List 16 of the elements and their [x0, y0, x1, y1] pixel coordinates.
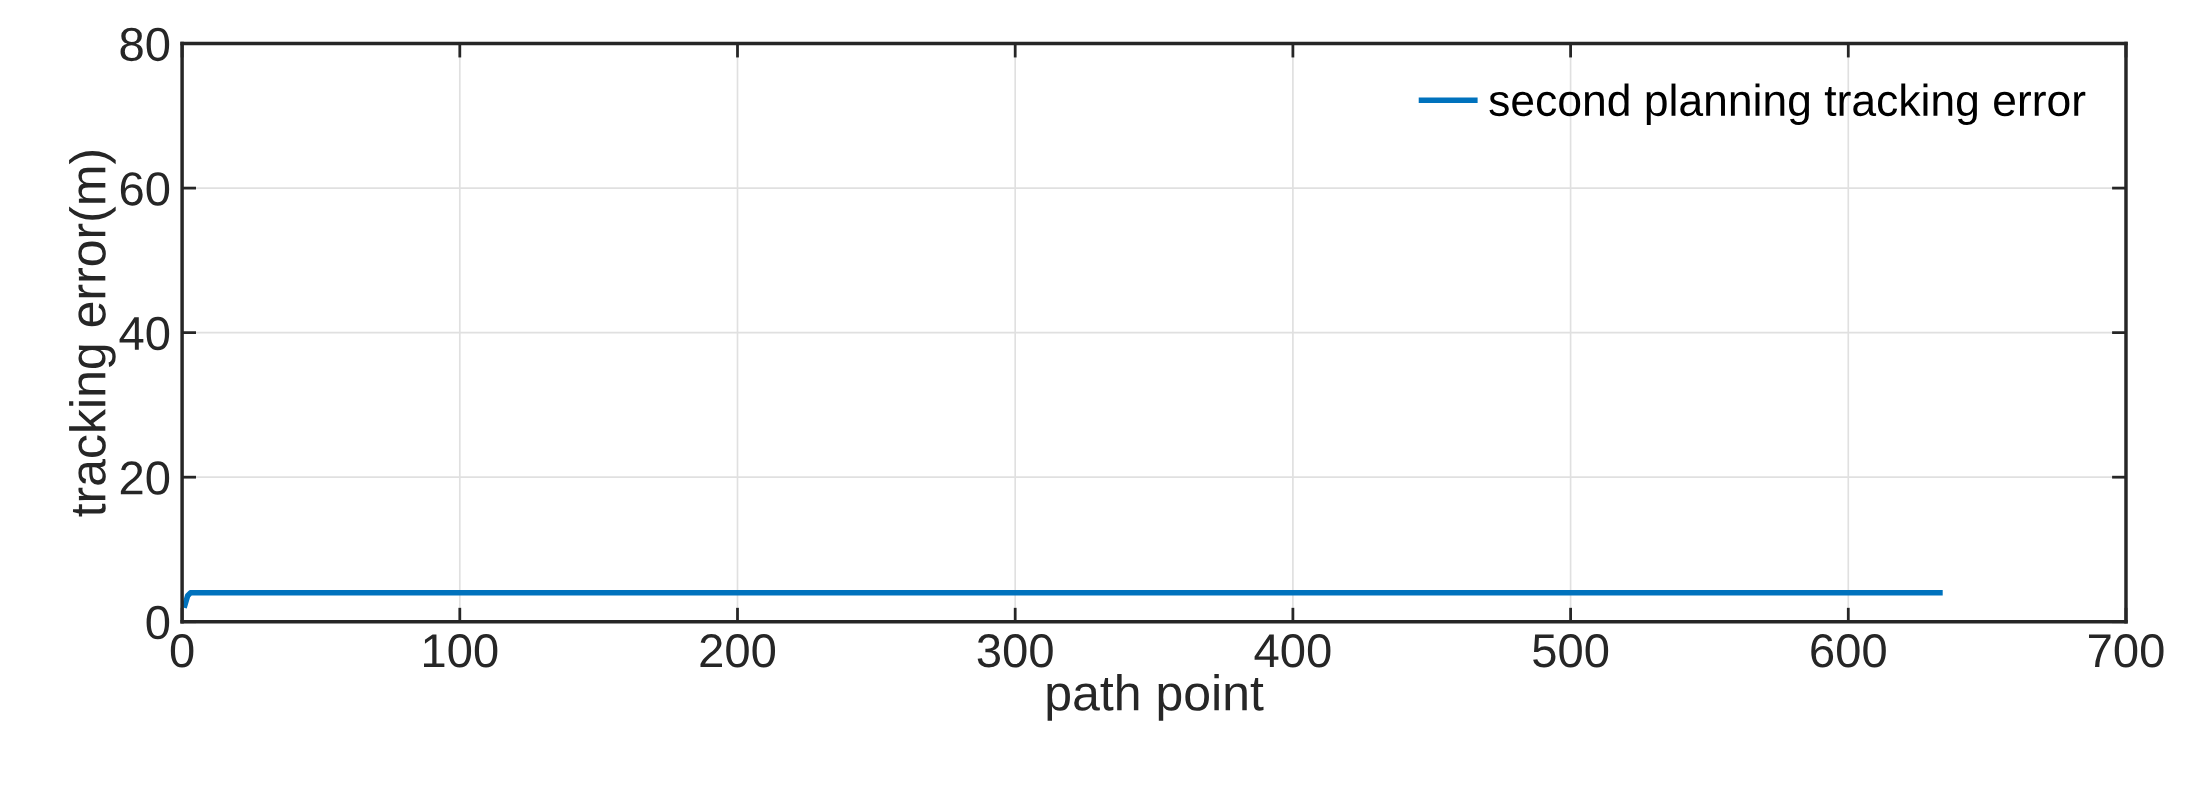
- y-tick-label: 80: [120, 27, 170, 62]
- x-tick-label: 300: [977, 634, 1053, 668]
- x-tick-label: 700: [2089, 634, 2164, 668]
- legend-label: second planning tracking error: [1489, 83, 2086, 125]
- x-tick-label: 200: [700, 634, 776, 668]
- y-tick-label: 60: [120, 172, 170, 206]
- x-tick-label: 0: [170, 634, 194, 668]
- y-tick-label: 20: [120, 461, 170, 495]
- x-tick-label: 400: [1254, 634, 1331, 668]
- x-tick-label: 500: [1533, 634, 1609, 668]
- y-tick-label: 0: [146, 605, 170, 640]
- x-axis-title: path point: [1047, 674, 1264, 721]
- y-tick-label: 40: [119, 316, 170, 351]
- y-axis-title: tracking error(m): [69, 150, 116, 517]
- x-tick-label: 600: [1811, 634, 1886, 668]
- x-tick-label: 100: [424, 634, 498, 668]
